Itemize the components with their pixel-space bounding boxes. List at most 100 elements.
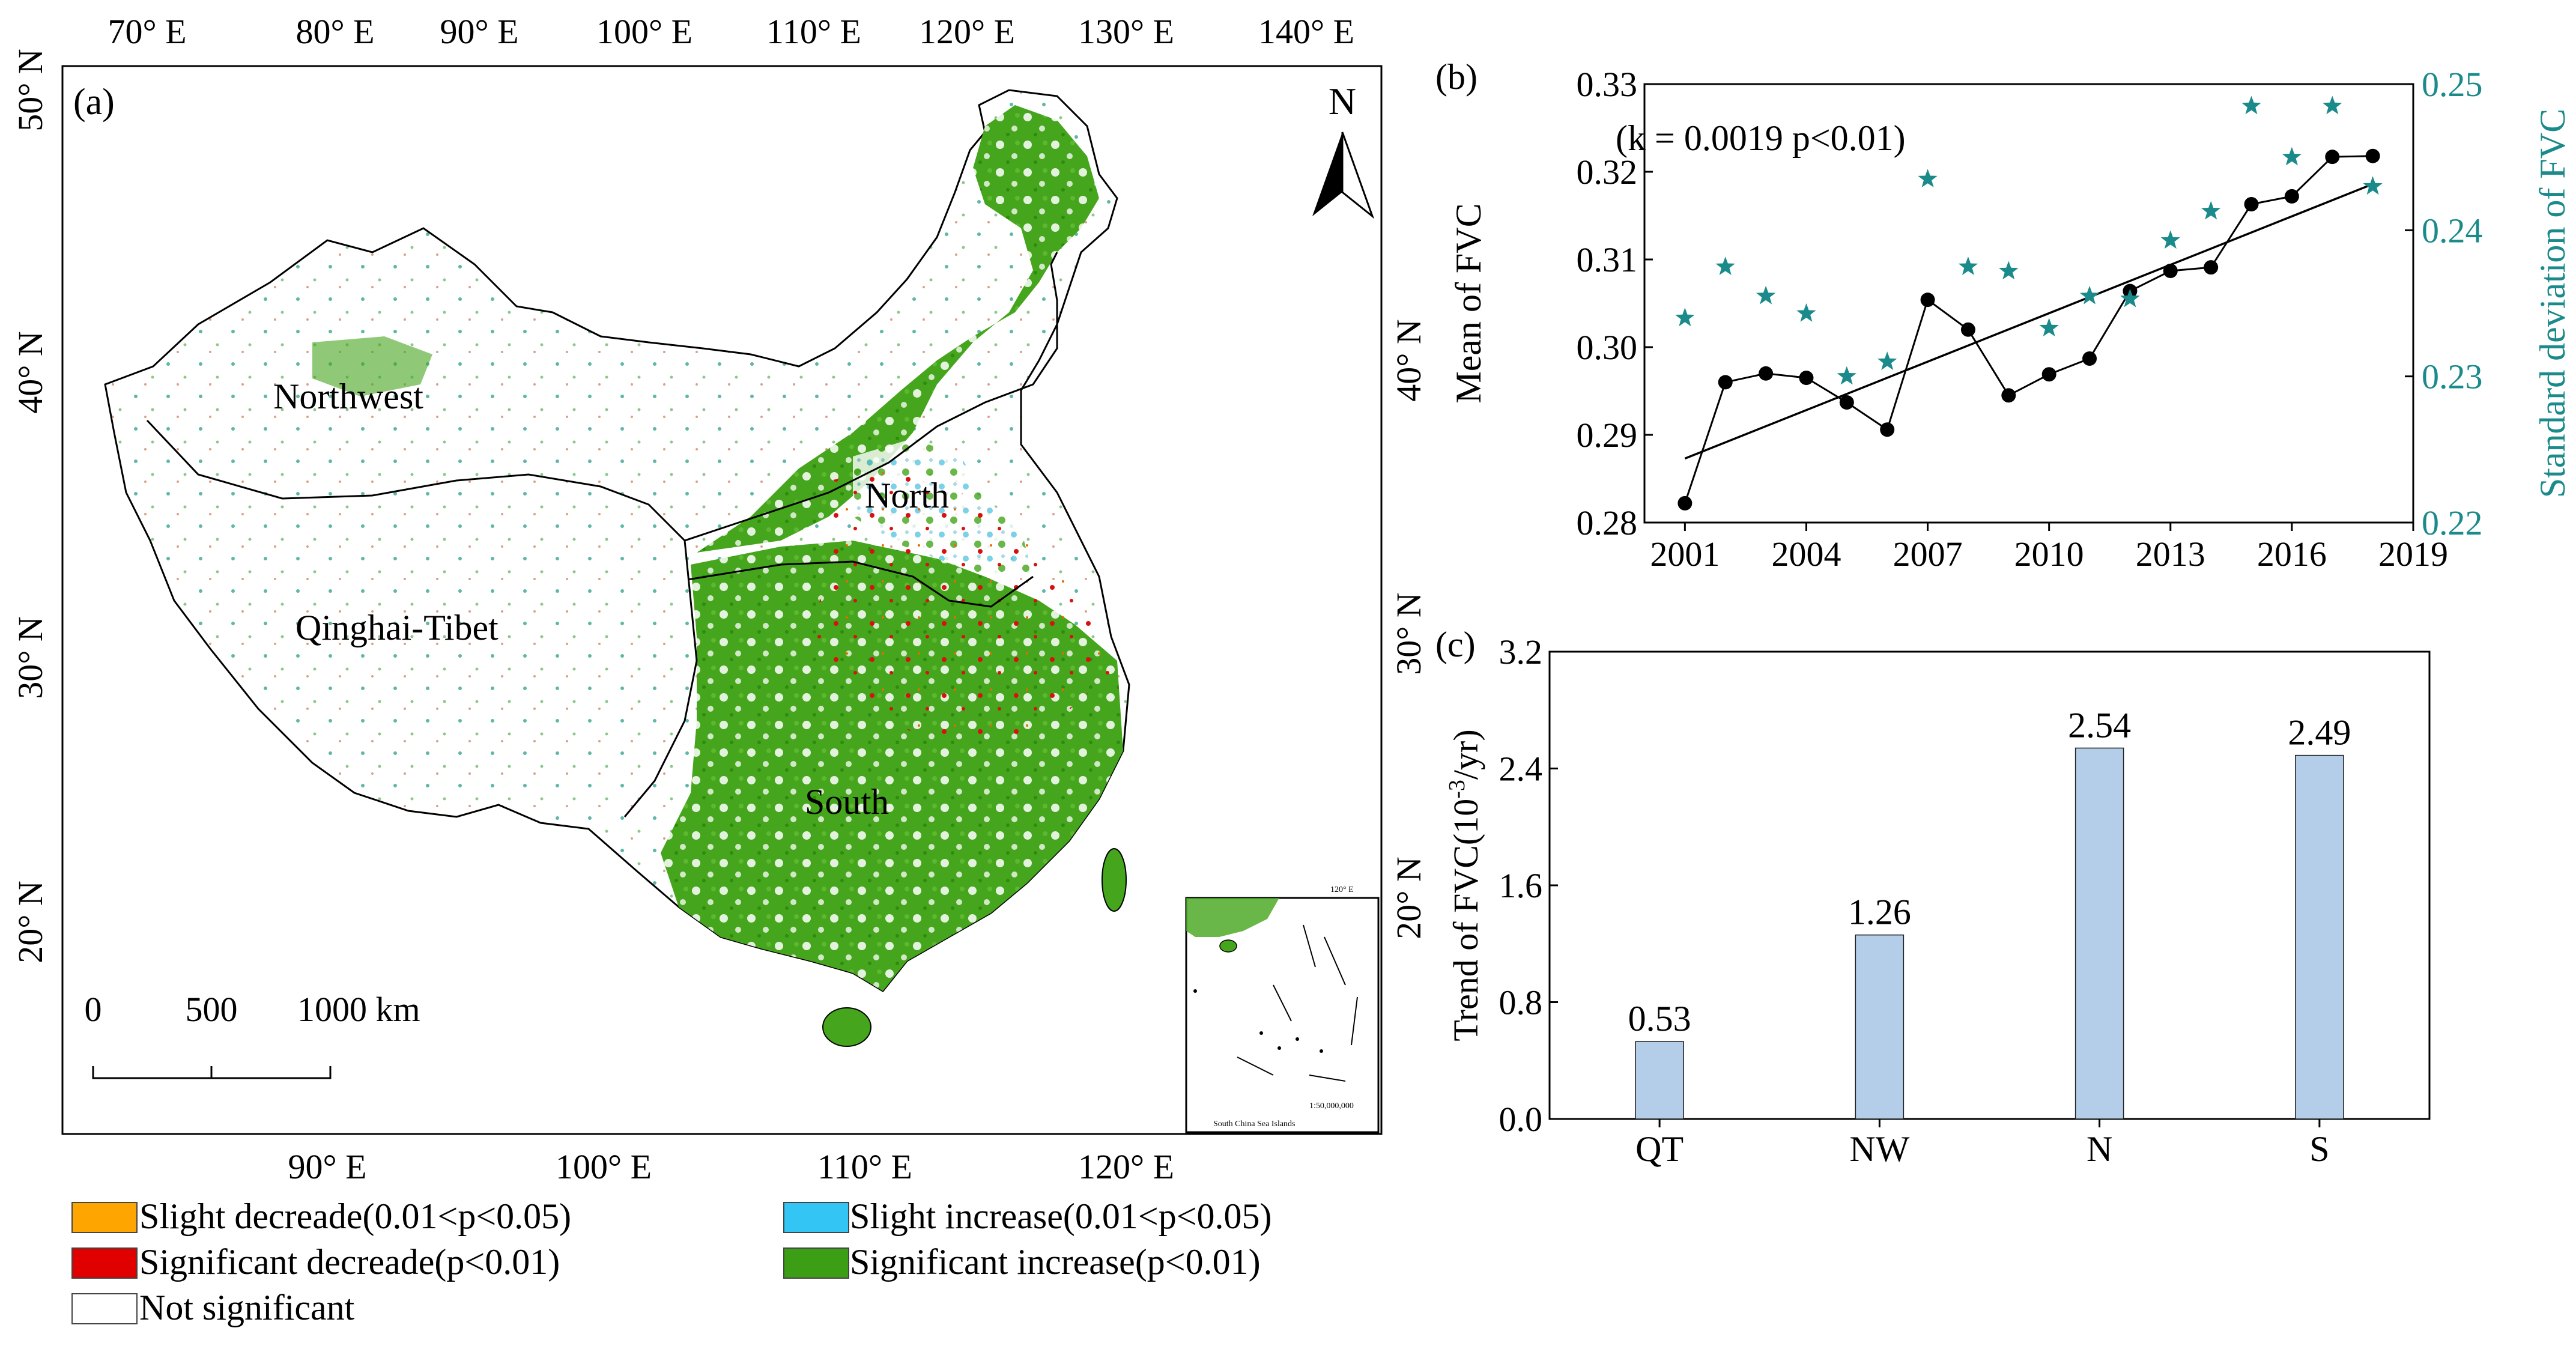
b-mean-line: [1683, 155, 2373, 504]
b-std-point: [2323, 95, 2342, 115]
inset-lon-tick: 120° E: [1330, 885, 1354, 894]
chart-b-y2label: Standard deviation of FVC: [2533, 109, 2572, 498]
top-lon-130: 130° E: [1078, 12, 1174, 51]
north-arrow-letter: N: [1329, 80, 1356, 123]
right-lat-40: 40° N: [1389, 319, 1428, 402]
chart-b-trend: [1684, 183, 2374, 460]
northwest-green-patches: [312, 336, 432, 396]
b-mean-point: [1718, 375, 1733, 390]
region-label-south: South: [805, 782, 889, 822]
b-mean-point: [1759, 366, 1774, 381]
b-y2tick-label: 0.25: [2422, 65, 2483, 104]
scale-bar-1000: 1000 km: [297, 990, 420, 1029]
hainan-island: [822, 1007, 871, 1047]
inset-caption: South China Sea Islands: [1213, 1120, 1296, 1129]
b-ytick-label: 0.29: [1577, 416, 1638, 455]
decrease-spots-east: [817, 468, 1111, 745]
b-mean-point: [2325, 150, 2340, 165]
b-xtick-label: 2016: [2257, 535, 2327, 574]
chart-c-ylabel-tail: /yr): [1446, 729, 1485, 780]
region-label-north: North: [865, 476, 949, 515]
b-ytick-label: 0.30: [1577, 328, 1638, 367]
boundary-north-northwest: [684, 252, 1058, 542]
map-right-ticks: 40° N 30° N 20° N: [1389, 319, 1428, 939]
b-std-point: [1837, 366, 1856, 385]
top-lon-110: 110° E: [766, 12, 861, 51]
b-mean-point: [2041, 367, 2056, 382]
inset-scale-text: 1:50,000,000: [1309, 1102, 1354, 1111]
b-std-point: [2160, 230, 2180, 249]
legend-label-significant-increase: Significant increase(p<0.01): [850, 1242, 1261, 1282]
map-left-ticks: 50° N 40° N 30° N 20° N: [11, 49, 50, 963]
b-trend-line: [1684, 183, 2374, 460]
b-ytick-label: 0.31: [1577, 240, 1638, 279]
chart-c-y-ticks: 0.0 0.8 1.6 2.4 3.2: [1499, 632, 1558, 1139]
b-ytick-label: 0.33: [1577, 65, 1638, 104]
right-lat-20: 20° N: [1389, 856, 1428, 939]
chart-b-x-ticks: 2001 2004 2007 2010 2013 2016 2019: [1650, 523, 2448, 574]
c-category-label: N: [2087, 1129, 2112, 1169]
b-std-point: [1715, 256, 1735, 275]
chart-b-annotation: (k = 0.0019 p<0.01): [1616, 118, 1906, 158]
b-std-point: [2201, 201, 2221, 220]
top-lon-120: 120° E: [919, 12, 1015, 51]
b-y2tick-label: 0.23: [2422, 357, 2483, 396]
right-lat-30: 30° N: [1389, 592, 1428, 675]
c-category-label: NW: [1849, 1129, 1909, 1169]
c-category-label: S: [2309, 1129, 2329, 1169]
legend-swatch-slight-increase: [783, 1202, 849, 1233]
region-label-northwest: Northwest: [273, 377, 423, 416]
chart-b-mean-series: [1677, 148, 2380, 511]
b-mean-point: [1960, 322, 1975, 337]
bottom-lon-120: 120° E: [1078, 1147, 1174, 1186]
top-lon-70: 70° E: [108, 12, 186, 51]
legend-swatch-slight-decrease: [71, 1202, 138, 1233]
chart-c-ylabel: Trend of FVC(10-3/yr): [1444, 729, 1485, 1041]
b-mean-point: [2204, 260, 2219, 275]
c-ytick-label: 1.6: [1499, 866, 1543, 905]
map-legend: Slight decreade(0.01<p<0.05) Slight incr…: [71, 1196, 1272, 1327]
legend-swatch-significant-increase: [783, 1247, 849, 1279]
top-lon-100: 100° E: [596, 12, 692, 51]
bottom-lon-110: 110° E: [817, 1147, 912, 1186]
b-std-point: [2120, 288, 2140, 308]
b-std-point: [1675, 308, 1695, 327]
b-xtick-label: 2001: [1650, 535, 1720, 574]
legend-label-slight-increase: Slight increase(0.01<p<0.05): [850, 1196, 1272, 1236]
c-bar: [2074, 747, 2124, 1120]
b-mean-point: [1799, 371, 1814, 386]
b-y2tick-label: 0.24: [2422, 211, 2483, 250]
c-category-label: QT: [1635, 1129, 1683, 1169]
b-xtick-label: 2007: [1893, 535, 1963, 574]
c-ytick-label: 3.2: [1499, 632, 1543, 671]
b-mean-point: [2244, 197, 2259, 212]
left-lat-40: 40° N: [11, 331, 50, 414]
chart-b: (b) (k = 0.0019 p<0.01) Mean of FVC Stan…: [1435, 57, 2572, 574]
b-std-point: [2282, 147, 2302, 166]
legend-label-significant-decrease: Significant decreade(p<0.01): [139, 1242, 560, 1282]
b-mean-point: [1920, 293, 1935, 308]
boundary-northwest-qt: [146, 419, 686, 542]
bottom-lon-90: 90° E: [288, 1147, 366, 1186]
legend-label-slight-decrease: Slight decreade(0.01<p<0.05): [139, 1196, 571, 1236]
left-lat-30: 30° N: [11, 616, 50, 699]
b-mean-point: [1677, 496, 1693, 511]
c-bar-value-label: 0.53: [1628, 999, 1691, 1038]
chart-b-y-ticks: 0.28 0.29 0.30 0.31 0.32 0.33: [1577, 65, 1653, 542]
b-xtick-label: 2004: [1771, 535, 1841, 574]
b-ytick-label: 0.28: [1577, 503, 1638, 542]
chart-b-frame: [1643, 83, 2414, 524]
b-mean-point: [2365, 148, 2380, 163]
map-bottom-ticks: 90° E 100° E 110° E 120° E: [288, 1147, 1174, 1186]
b-std-point: [1756, 285, 1776, 305]
b-std-point: [2363, 176, 2383, 195]
chart-c-bars: 0.53 QT 1.26 NW 2.54 N 2.49 S: [1628, 705, 2351, 1169]
scale-bar-0: 0: [85, 990, 102, 1029]
b-std-point: [1918, 169, 1938, 187]
b-std-point: [1796, 303, 1816, 322]
top-lon-80: 80° E: [295, 12, 374, 51]
legend-label-not-significant: Not significant: [139, 1288, 355, 1327]
c-ytick-label: 0.0: [1499, 1100, 1543, 1139]
b-ytick-label: 0.32: [1577, 153, 1638, 192]
legend-swatch-not-significant: [71, 1293, 138, 1324]
